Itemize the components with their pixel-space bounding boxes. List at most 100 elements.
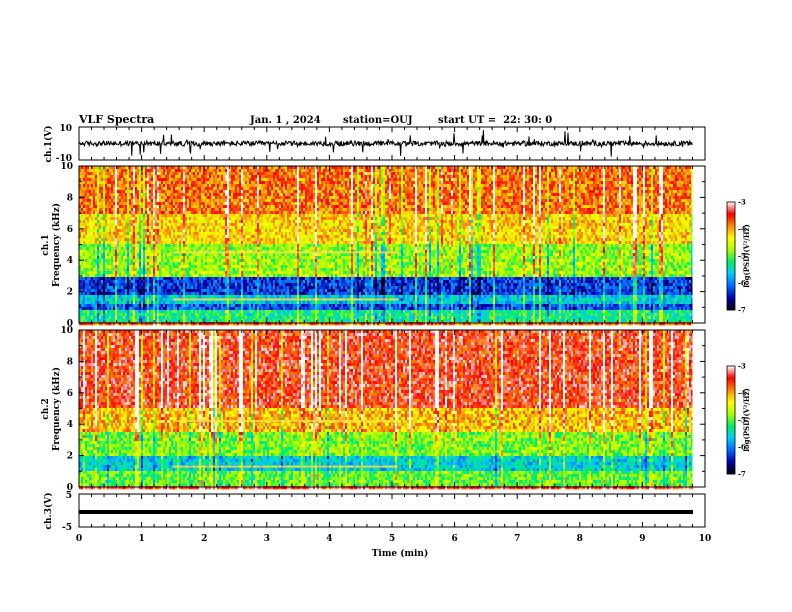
spectrogram-cell [123, 283, 125, 286]
spectrogram-cell [139, 238, 141, 241]
spectrogram-cell [89, 202, 91, 205]
spectrogram-cell [169, 205, 171, 208]
spectrogram-cell [181, 244, 183, 247]
spectrogram-cell [87, 313, 89, 316]
spectrogram-cell [177, 235, 179, 238]
spectrogram-cell [93, 241, 95, 244]
spectrogram-cell [197, 286, 199, 289]
spectrogram-cell [163, 202, 165, 205]
spectrogram-cell [137, 247, 139, 250]
spectrogram-cell [225, 196, 227, 199]
spectrogram-cell [101, 181, 103, 184]
spectrogram-cell [241, 211, 243, 214]
spectrogram-cell [117, 193, 119, 196]
spectrogram-cell [125, 178, 127, 181]
spectrogram-cell [163, 316, 165, 319]
spectrogram-cell [85, 241, 87, 244]
spectrogram-cell [125, 274, 127, 277]
spectrogram-cell [237, 244, 239, 247]
spectrogram-cell [191, 175, 193, 178]
spectrogram-cell [145, 178, 147, 181]
spectrogram-cell [167, 292, 169, 295]
spectrogram-cell [121, 241, 123, 244]
spectrogram-cell [221, 172, 223, 175]
spectrogram-cell [231, 217, 233, 220]
spectrogram-cell [259, 262, 261, 265]
spectrogram-cell [193, 238, 195, 241]
spectrogram-cell [173, 271, 175, 274]
spectrogram-cell [115, 283, 117, 286]
spectrogram-cell [249, 241, 251, 244]
spectrogram-cell [187, 190, 189, 193]
spectrogram-cell [207, 223, 209, 226]
spectrogram-cell [249, 292, 251, 295]
spectrogram-cell [183, 208, 185, 211]
spectrogram-cell [235, 187, 237, 190]
spectrogram-cell [133, 205, 135, 208]
spectrogram-cell [91, 271, 93, 274]
spectrogram-cell [163, 175, 165, 178]
spectrogram-cell [179, 181, 181, 184]
spectrogram-cell [255, 202, 257, 205]
spectrogram-cell [99, 193, 101, 196]
spectrogram-cell [241, 178, 243, 181]
spectrogram-cell [133, 172, 135, 175]
spectrogram-cell [171, 268, 173, 271]
spectrogram-cell [83, 298, 85, 301]
spectrogram-cell [207, 271, 209, 274]
spectrogram-cell [163, 190, 165, 193]
spectrogram-cell [151, 289, 153, 292]
spectrogram-cell [191, 184, 193, 187]
spectrogram-cell [131, 286, 133, 289]
spectrogram-cell [237, 220, 239, 223]
spectrogram-cell [165, 178, 167, 181]
spectrogram-cell [215, 304, 217, 307]
spectrogram-cell [111, 292, 113, 295]
spectrogram-cell [189, 223, 191, 226]
spectrogram-cell [219, 304, 221, 307]
spectrogram-cell [221, 232, 223, 235]
spectrogram-cell [131, 253, 133, 256]
spectrogram-cell [101, 277, 103, 280]
spectrogram-cell [215, 184, 217, 187]
spectrogram-cell [157, 283, 159, 286]
spectrogram-cell [143, 253, 145, 256]
spectrogram-cell [217, 238, 219, 241]
spectrogram-cell [109, 310, 111, 313]
spectrogram-cell [129, 235, 131, 238]
spectrogram-cell [123, 313, 125, 316]
spectrogram-cell [207, 169, 209, 172]
spectrogram-cell [137, 268, 139, 271]
spectrogram-cell [255, 286, 257, 289]
spectrogram-cell [217, 292, 219, 295]
spectrogram-cell [253, 244, 255, 247]
spectrogram-cell [133, 181, 135, 184]
spectrogram-cell [237, 301, 239, 304]
spectrogram-cell [105, 274, 107, 277]
spectrogram-cell [243, 235, 245, 238]
spectrogram-cell [171, 277, 173, 280]
spectrogram-cell [97, 193, 99, 196]
spectrogram-cell [177, 256, 179, 259]
spectrogram-cell [165, 259, 167, 262]
spectrogram-cell [183, 262, 185, 265]
spectrogram-cell [143, 298, 145, 301]
spectrogram-cell [165, 220, 167, 223]
spectrogram-cell [237, 295, 239, 298]
spectrogram-cell [109, 217, 111, 220]
spectrogram-cell [89, 280, 91, 283]
spectrogram-cell [195, 280, 197, 283]
spectrogram-cell [213, 277, 215, 280]
spectrogram-cell [119, 286, 121, 289]
spectrogram-cell [253, 283, 255, 286]
spectrogram-cell [185, 178, 187, 181]
spectrogram-cell [225, 295, 227, 298]
spectrogram-cell [223, 190, 225, 193]
spectrogram-cell [111, 229, 113, 232]
spectrogram-cell [157, 220, 159, 223]
spectrogram-cell [223, 274, 225, 277]
spectrogram-cell [229, 262, 231, 265]
spectrogram-cell [185, 259, 187, 262]
spectrogram-cell [113, 214, 115, 217]
spectrogram-cell [129, 268, 131, 271]
